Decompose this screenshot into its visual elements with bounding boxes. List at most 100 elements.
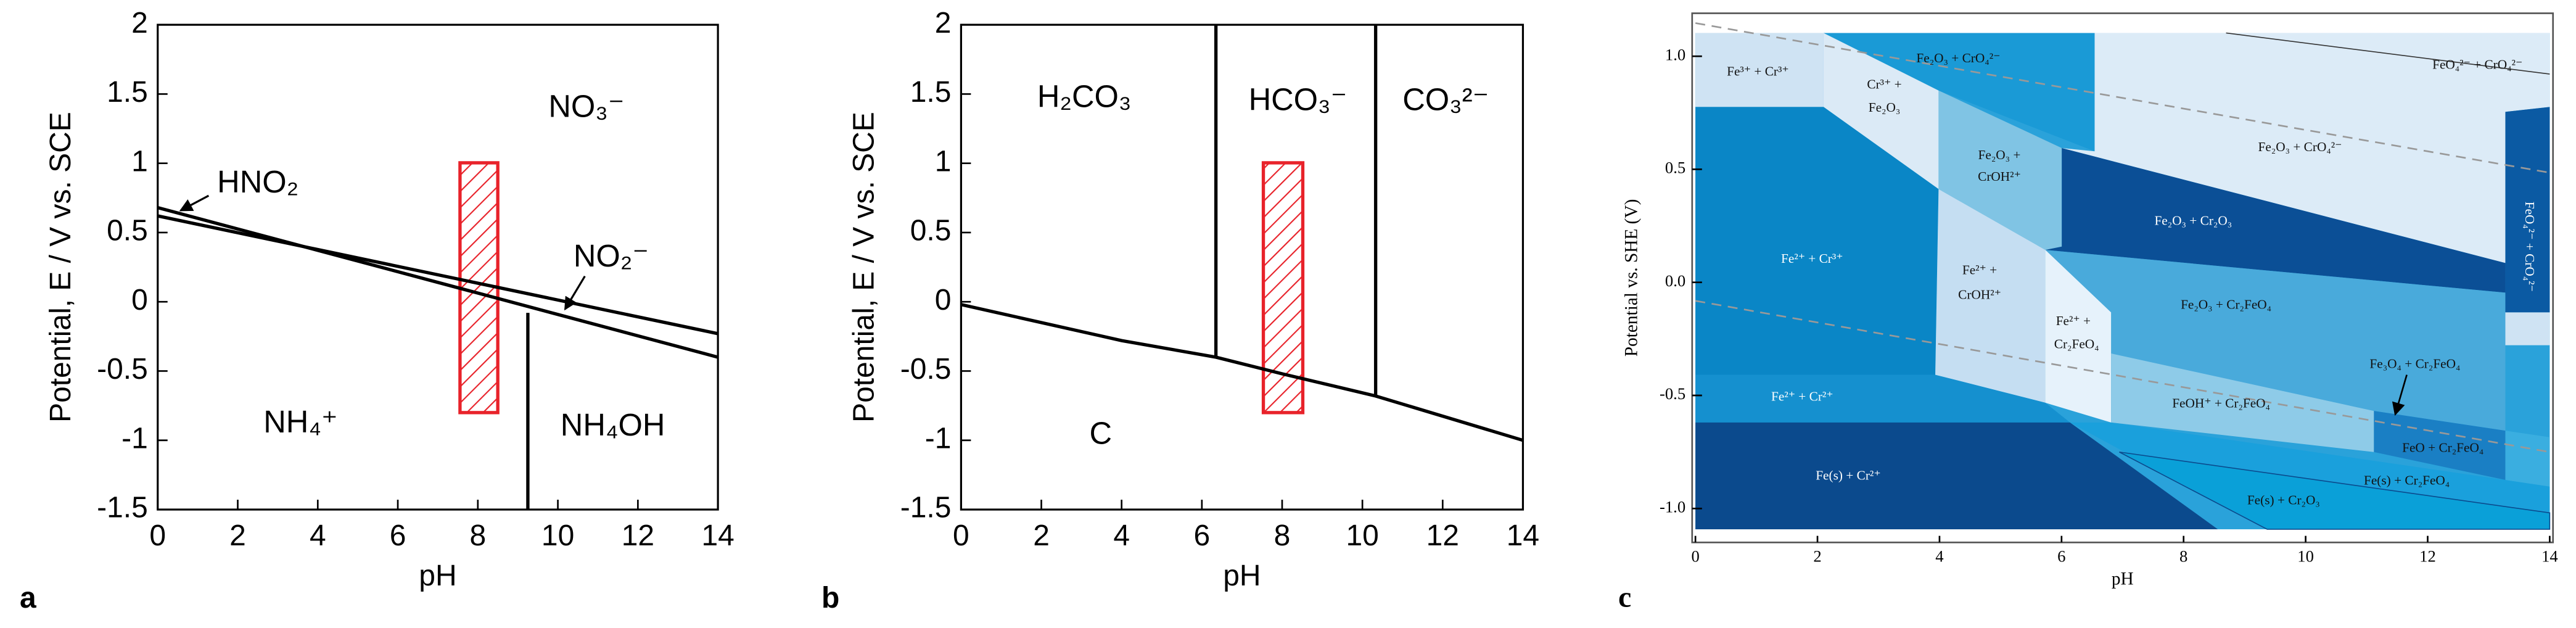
- region-label: FeO + Cr₂FeO₄: [2402, 440, 2483, 455]
- region-label: Fe₃O₄ + Cr₂FeO₄: [2369, 356, 2460, 371]
- y-axis-label: Potential, E / V vs. SCE: [848, 112, 881, 423]
- region-label: Fe²⁺ + Cr³⁺: [1781, 251, 1843, 266]
- region-label: Fe²⁺ + Cr²⁺: [1771, 389, 1833, 404]
- x-tick-label: 12: [1426, 519, 1459, 552]
- region-label: CrOH²⁺: [1958, 287, 2001, 302]
- region-label: FeOH⁺ + Cr₂FeO₄: [2172, 395, 2270, 410]
- x-tick-label: 10: [1346, 519, 1378, 552]
- region-label: Fe₂O₃ +: [1978, 147, 2021, 162]
- x-tick-label: 12: [622, 519, 654, 552]
- panel-label: a: [20, 582, 36, 614]
- panel: 0 2 4 6 8 10 12 14 -1.5 -1 -0.5 0 0.5 1 1.5 2 pH Potentia…: [20, 7, 735, 614]
- region-label: NH₄OH: [561, 407, 665, 442]
- y-axis-label: Potential, E / V vs. SCE: [44, 112, 77, 423]
- y-tick-label: 2: [935, 7, 952, 39]
- panel-label: c: [1618, 581, 1631, 614]
- region-label: NO₂⁻: [574, 238, 649, 273]
- region: [1695, 33, 1824, 107]
- x-tick-label: 4: [310, 519, 326, 552]
- region-label: CO₃²⁻: [1402, 82, 1489, 117]
- region-label: Fe²⁺ +: [1962, 263, 1997, 278]
- region: [1823, 33, 1939, 189]
- region-label: NH₄⁺: [263, 404, 337, 439]
- boundary: [2226, 32, 2550, 75]
- region-label: HNO₂: [217, 164, 298, 199]
- water-line: [1695, 22, 2550, 174]
- plot-frame: [1691, 12, 2554, 543]
- region: [1695, 374, 2070, 423]
- region-label: HCO₃⁻: [1249, 82, 1348, 117]
- panel: 0 2 4 6 8 10 12 14 -1.5 -1 -0.5 0 0.5 1 1.5 2 pH Potentia…: [821, 7, 1539, 614]
- y-tick-label: -1: [121, 422, 148, 455]
- x-tick-label: 0: [149, 519, 166, 552]
- y-tick-label: 1: [935, 145, 952, 178]
- y-tick-label: 1.5: [107, 76, 148, 109]
- y-tick-label: -1.5: [900, 492, 952, 524]
- y-tick-label: -1.0: [1660, 497, 1685, 516]
- panel-label: b: [821, 582, 839, 614]
- region: [2374, 411, 2506, 481]
- region-label: Fe₂O₃ + Cr₂FeO₄: [2181, 297, 2271, 312]
- x-tick-label: 12: [2419, 547, 2436, 566]
- x-tick-label: 0: [1691, 547, 1699, 566]
- plot-frame: [157, 23, 719, 511]
- y-tick-label: 0.5: [107, 215, 148, 247]
- region-label: FeO₄²⁻ + CrO₄²⁻: [2522, 202, 2537, 292]
- x-tick-label: 6: [2057, 547, 2065, 566]
- region-label: Fe²⁺ +: [2056, 313, 2091, 328]
- x-tick-label: 0: [953, 519, 969, 552]
- region-label: Cr³⁺ +: [1867, 77, 1901, 92]
- y-tick-label: 0.0: [1665, 271, 1685, 290]
- arrow: [2392, 374, 2408, 416]
- region-label: Fe₂O₃ + CrO₄²⁻: [2258, 139, 2342, 154]
- region: [2062, 33, 2550, 263]
- y-tick-label: 0: [935, 284, 952, 316]
- x-tick-label: 14: [1507, 519, 1539, 552]
- y-tick-label: 1.0: [1665, 45, 1685, 64]
- y-tick-label: -0.5: [97, 353, 148, 386]
- panel-c-regions: [1691, 12, 2554, 543]
- region: [1938, 90, 2062, 250]
- y-tick-label: 0.5: [1665, 159, 1685, 177]
- y-tick-label: 2: [131, 7, 148, 39]
- region-label: CrOH²⁺: [1978, 169, 2021, 184]
- region-label: Fe(s) + Cr₂O₃: [2247, 493, 2320, 508]
- region-label: C: [1090, 416, 1113, 451]
- x-tick-label: 8: [2179, 547, 2187, 566]
- phase-boundary: [157, 205, 718, 359]
- x-tick-label: 2: [1813, 547, 1821, 566]
- region: [1695, 107, 1939, 375]
- region-label: NO₃⁻: [548, 88, 624, 123]
- panel-a-decor: [157, 23, 719, 511]
- y-axis-label: Potential vs. SHE (V): [1622, 199, 1642, 357]
- region: [2119, 451, 2551, 530]
- region-label: FeO₄²⁻ + CrO₄²⁻: [2432, 57, 2522, 72]
- region-label: Fe(s) + Cr₂FeO₄: [2364, 473, 2450, 488]
- phase-boundary: [157, 214, 718, 336]
- x-tick-label: 14: [2541, 547, 2558, 566]
- x-tick-label: 10: [541, 519, 574, 552]
- y-tick-label: -0.5: [1660, 384, 1685, 403]
- region-label: Fe₂O₃ + CrO₄²⁻: [1916, 51, 2000, 65]
- x-tick-label: 2: [229, 519, 246, 552]
- x-tick-label: 2: [1033, 519, 1050, 552]
- y-tick-label: 1.5: [910, 76, 952, 109]
- panel: 0 2 4 6 8 10 12 14 -1.0 -0.5 0.0 0.5 1.0 pH Potential …: [1618, 45, 2558, 613]
- y-tick-label: 0.5: [910, 215, 952, 247]
- x-tick-label: 8: [469, 519, 486, 552]
- region: [2111, 353, 2374, 452]
- plot-frame: [960, 23, 1525, 511]
- x-tick-label: 6: [1193, 519, 1210, 552]
- y-tick-label: -1.5: [97, 492, 148, 524]
- y-tick-label: 0: [131, 284, 148, 316]
- region-label: H₂CO₃: [1037, 78, 1132, 114]
- region: [1695, 422, 2218, 529]
- region: [2045, 250, 2506, 431]
- x-tick-label: 14: [701, 519, 734, 552]
- x-tick-label: 10: [2297, 547, 2314, 566]
- region: [2505, 107, 2550, 313]
- x-tick-label: 4: [1935, 547, 1943, 566]
- x-axis-label: pH: [419, 560, 456, 592]
